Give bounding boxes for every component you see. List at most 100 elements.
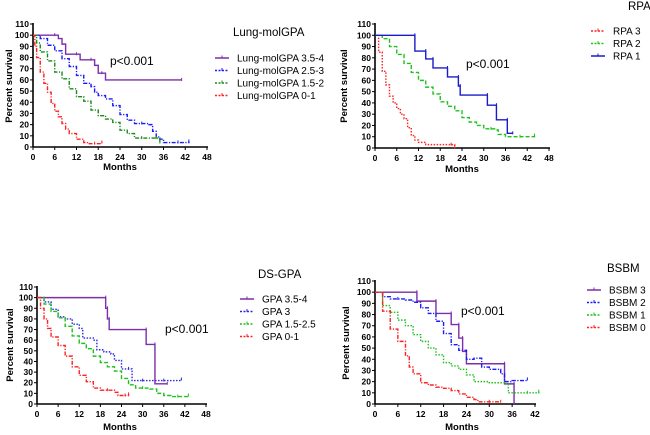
legend-label: Lung-molGPA 2.5-3 [237,66,325,77]
x-tick-label: 30 [138,409,148,419]
y-tick-label: 20 [20,120,30,130]
x-tick-label: 6 [395,409,400,419]
x-tick-label: 36 [501,153,511,163]
y-tick-label: 110 [15,19,29,29]
legend-label: GPA 1.5-2.5 [262,320,316,331]
x-tick-label: 18 [96,409,106,419]
survival-curve-gpa-1-5-2-5 [37,296,190,398]
y-tick-label: 60 [24,335,34,345]
survival-curve-rpa-3 [375,34,456,148]
y-tick-label: 10 [20,131,30,141]
y-tick-label: 0 [366,143,371,153]
y-tick-label: 100 [357,30,371,40]
y-tick-label: 50 [24,346,34,356]
y-tick-label: 80 [20,53,30,63]
legend-label: RPA 2 [613,39,641,50]
x-tick-label: 42 [530,409,540,419]
legend-label: Lung-molGPA 1.5-2 [237,79,325,90]
x-axis-title: Months [445,164,479,175]
x-tick-label: 6 [56,409,61,419]
survival-curve-lung-molgpa-2-5-3 [33,34,190,144]
y-tick-label: 10 [362,132,372,142]
x-tick-label: 42 [180,409,190,419]
x-tick-label: 24 [462,409,472,419]
legend-label: BSBM 2 [609,298,646,309]
legend-title: RPA [628,1,650,13]
x-tick-label: 42 [523,153,533,163]
y-tick-label: 70 [24,325,34,335]
x-tick-label: 6 [52,152,57,162]
x-tick-label: 24 [117,409,127,419]
legend-label: BSBM 3 [609,286,646,297]
p-value-annotation: p<0.001 [466,57,510,71]
y-tick-label: 100 [19,293,33,303]
y-tick-label: 0 [24,142,29,152]
x-tick-label: 30 [479,153,489,163]
survival-curves [37,295,190,398]
y-tick-label: 20 [362,377,372,387]
x-tick-label: 12 [414,153,424,163]
x-tick-label: 18 [94,152,104,162]
legend-label: BSBM 1 [609,311,646,322]
legend-label: GPA 3.5-4 [262,295,308,306]
x-tick-label: 24 [457,153,467,163]
x-tick-label: 30 [485,409,495,419]
x-tick-label: 0 [35,409,40,419]
x-axis-title: Months [103,422,137,433]
y-axis-title: Percent survival [341,306,352,379]
y-tick-label: 30 [362,109,372,119]
legend-label: RPA 3 [613,27,641,38]
y-tick-label: 30 [24,367,34,377]
y-tick-label: 60 [20,75,30,85]
x-tick-label: 48 [202,152,212,162]
x-tick-label: 30 [137,152,147,162]
survival-curve-bsbm-3 [375,291,515,404]
y-tick-label: 100 [357,287,371,297]
x-tick-label: 0 [373,153,378,163]
survival-curve-gpa-3-5-4 [37,296,168,385]
y-axis-title: Percent survival [5,308,16,381]
legend-label: RPA 1 [613,52,641,63]
y-tick-label: 90 [24,303,34,313]
p-value-annotation: p<0.001 [110,54,154,68]
legend-label: GPA 0-1 [262,332,299,343]
y-tick-label: 40 [362,354,372,364]
x-tick-label: 6 [394,153,399,163]
legend-label: GPA 3 [262,307,291,318]
survival-curve-rpa-2 [375,34,536,138]
y-tick-label: 90 [362,42,372,52]
y-tick-label: 100 [15,30,29,40]
x-tick-label: 12 [416,409,426,419]
y-tick-label: 90 [362,298,372,308]
x-tick-label: 12 [75,409,85,419]
x-tick-label: 42 [181,152,191,162]
y-tick-label: 10 [24,388,34,398]
legend-title: Lung-molGPA [233,27,305,39]
legend-title: BSBM [607,263,640,275]
x-tick-label: 0 [373,409,378,419]
survival-curve-bsbm-0 [375,291,501,403]
survival-curve-gpa-0-1 [37,296,130,397]
y-tick-label: 0 [28,399,33,409]
x-tick-label: 36 [507,409,517,419]
y-tick-label: 40 [24,356,34,366]
y-tick-label: 110 [357,19,371,29]
y-tick-label: 30 [20,108,30,118]
p-value-annotation: p<0.001 [165,322,209,336]
legend-label: Lung-molGPA 3.5-4 [237,54,325,65]
survival-curves [375,290,540,405]
x-axis-title: Months [445,422,479,433]
y-tick-label: 70 [20,64,30,74]
y-tick-label: 110 [357,276,371,286]
